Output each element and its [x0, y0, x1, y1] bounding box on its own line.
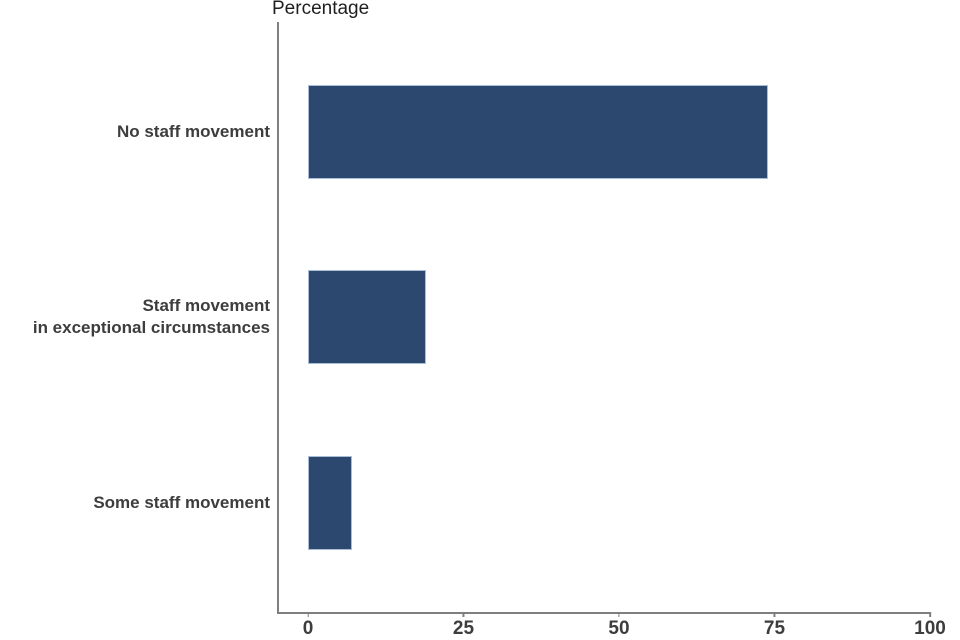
bar-some-staff-movement: [308, 456, 352, 550]
x-tick-25: 25: [453, 612, 474, 640]
x-tick-50: 50: [608, 612, 630, 640]
x-tick-label: 75: [763, 618, 786, 639]
x-tick-label: 50: [608, 618, 630, 639]
x-tick-label: 0: [302, 618, 314, 639]
x-tick-75: 75: [764, 612, 785, 640]
category-label-staff-movement-exceptional: Staff movement in exceptional circumstan…: [32, 296, 270, 337]
x-tick-0: 0: [302, 612, 314, 640]
x-tick-mark: [618, 612, 620, 617]
category-label-some-staff-movement: Some staff movement: [93, 493, 270, 512]
y-axis-line: [277, 22, 279, 613]
x-tick-label: 100: [914, 618, 946, 639]
bar-no-staff-movement: [308, 85, 769, 179]
plot-area: 0 25 50 75 100: [303, 0, 946, 639]
bar-staff-movement-exceptional: [308, 270, 427, 364]
x-tick-mark: [929, 612, 931, 617]
x-tick-mark: [462, 612, 465, 617]
x-tick-mark: [773, 612, 776, 617]
chart-title: Percentage: [272, 0, 370, 19]
x-tick-mark: [307, 612, 309, 617]
x-axis-line: [277, 612, 931, 614]
x-tick-label: 25: [452, 618, 475, 639]
x-tick-100: 100: [914, 612, 946, 640]
category-label-no-staff-movement: No staff movement: [116, 122, 270, 141]
